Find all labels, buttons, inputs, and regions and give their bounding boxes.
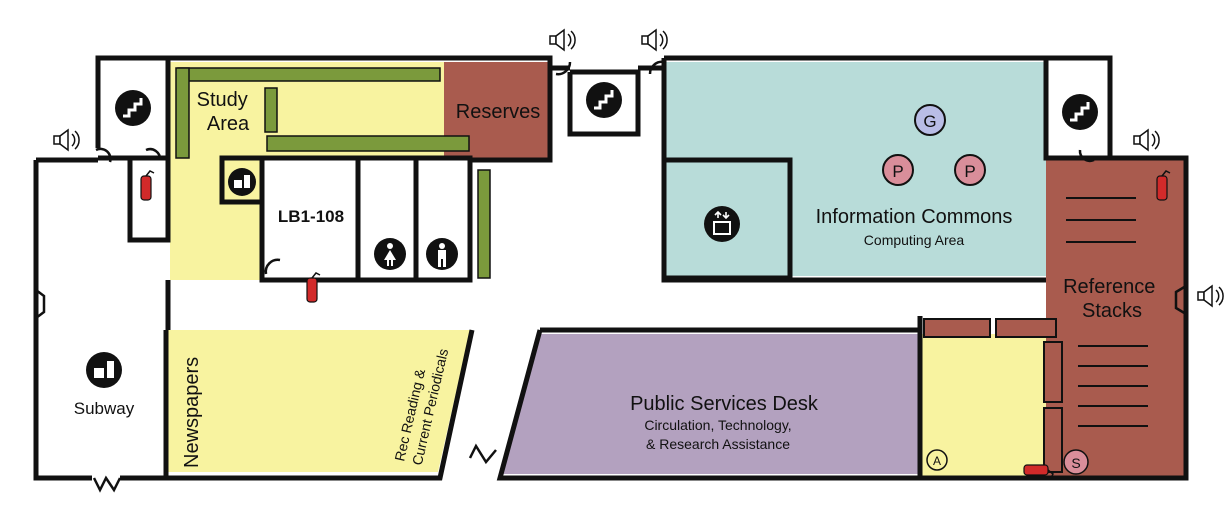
marker-p: P: [954, 154, 986, 186]
walls: [33, 55, 1189, 481]
stack-lines: [1066, 197, 1148, 427]
computing-area-label: Computing Area: [864, 232, 965, 248]
reference-stacks-label: Reference Stacks: [1063, 276, 1161, 322]
newspapers-floor: [168, 330, 470, 472]
marker-g-label: G: [923, 112, 936, 131]
lb1-108-label: LB1-108: [278, 207, 344, 226]
marker-p-label: P: [892, 162, 903, 181]
reference-stacks-line2: Stacks: [1082, 300, 1142, 322]
fire-extinguisher-icon: [1023, 464, 1054, 479]
subway-label: Subway: [74, 399, 135, 418]
study-area-floor: [170, 62, 444, 280]
marker-p: P: [882, 154, 914, 186]
food-icon: [86, 352, 122, 388]
public-services-desk-sub1: Circulation, Technology,: [644, 417, 791, 433]
speaker-icon: [1197, 284, 1224, 308]
doors: [35, 60, 1187, 493]
shelf: [177, 67, 441, 82]
stairs-icon: [115, 90, 151, 126]
marker-a-label: A: [933, 454, 941, 468]
reference-stacks-floor: [1046, 158, 1186, 478]
fire-extinguisher-icon: [306, 272, 321, 303]
stairs-icon: [1062, 94, 1098, 130]
shelves: [175, 67, 491, 279]
study-area-line1: Study: [197, 89, 248, 111]
table: [995, 318, 1057, 338]
study-area-label: Study Area: [197, 89, 254, 135]
marker-a: A: [926, 449, 948, 471]
restroom-men-icon: [426, 238, 458, 270]
marker-p-label: P: [964, 162, 975, 181]
marker-g: G: [914, 104, 946, 136]
reference-stacks-line1: Reference: [1063, 276, 1155, 298]
speaker-icon: [53, 128, 80, 152]
reserves-label: Reserves: [456, 101, 540, 123]
floor-areas: [168, 62, 1186, 478]
newspapers-label: Newspapers: [181, 357, 203, 468]
table: [1043, 407, 1063, 473]
shelf: [266, 135, 470, 152]
speaker-icon: [641, 28, 668, 52]
shelf: [175, 67, 190, 159]
information-commons-label: Information Commons: [816, 206, 1013, 228]
information-commons-floor: [666, 62, 1046, 276]
public-services-desk-label: Public Services Desk: [630, 393, 819, 415]
elevator-icon: [704, 206, 740, 242]
marker-s: S: [1063, 449, 1089, 475]
speaker-icon: [549, 28, 576, 52]
table: [923, 318, 991, 338]
fire-extinguisher-icon: [140, 170, 155, 201]
marker-s-label: S: [1071, 455, 1080, 471]
public-services-desk-sub2: & Research Assistance: [646, 436, 790, 452]
study-area-line2: Area: [207, 113, 250, 135]
shelf: [264, 87, 278, 133]
fire-extinguisher-icon: [1156, 170, 1171, 201]
food-icon: [228, 168, 256, 196]
stairs-icon: [586, 82, 622, 118]
table: [1043, 341, 1063, 403]
restroom-women-icon: [374, 238, 406, 270]
speaker-icon: [1133, 128, 1160, 152]
public-services-desk-floor: [500, 334, 920, 474]
reading-tables: [923, 318, 1063, 473]
shelf: [477, 169, 491, 279]
